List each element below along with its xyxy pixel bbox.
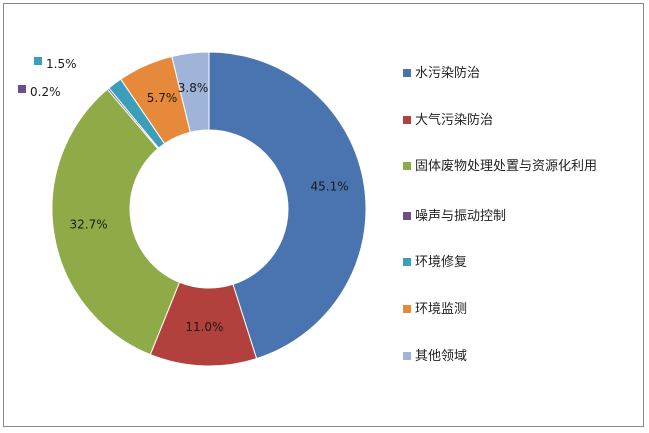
data-label-1: 11.0% xyxy=(185,320,223,334)
legend-swatch xyxy=(403,212,411,220)
legend-item: 其他领域 xyxy=(403,345,467,364)
legend-item: 大气污染防治 xyxy=(403,109,493,128)
data-label-4: 1.5% xyxy=(46,57,77,71)
legend-item: 水污染防治 xyxy=(403,62,480,81)
legend-label: 环境修复 xyxy=(415,255,468,270)
slice-0 xyxy=(208,51,367,360)
chart-frame xyxy=(3,3,644,427)
data-label-6: 3.8% xyxy=(178,81,209,95)
legend-swatch xyxy=(403,116,411,124)
legend-item: 环境修复 xyxy=(403,251,467,270)
label-swatch-3 xyxy=(18,85,26,93)
data-label-0: 45.1% xyxy=(310,179,348,193)
slice-6 xyxy=(171,51,210,133)
legend-label: 大气污染防治 xyxy=(415,113,494,128)
legend-swatch xyxy=(403,258,411,266)
legend-label: 其他领域 xyxy=(415,349,468,364)
legend-swatch xyxy=(403,162,411,170)
legend-swatch xyxy=(403,69,411,77)
data-label-2: 32.7% xyxy=(70,217,108,231)
legend-label: 环境监测 xyxy=(415,302,468,317)
legend-label: 噪声与振动控制 xyxy=(415,209,507,224)
data-label-3: 0.2% xyxy=(30,85,61,99)
legend-item: 固体废物处理处置与资源化利用 xyxy=(403,155,597,174)
legend-swatch xyxy=(403,305,411,313)
legend-label: 固体废物处理处置与资源化利用 xyxy=(415,159,598,174)
legend-item: 噪声与振动控制 xyxy=(403,205,506,224)
legend-item: 环境监测 xyxy=(403,298,467,317)
slice-2 xyxy=(51,88,181,356)
legend-label: 水污染防治 xyxy=(415,66,481,81)
label-swatch-4 xyxy=(34,57,42,65)
data-label-5: 5.7% xyxy=(147,91,178,105)
legend-swatch xyxy=(403,352,411,360)
